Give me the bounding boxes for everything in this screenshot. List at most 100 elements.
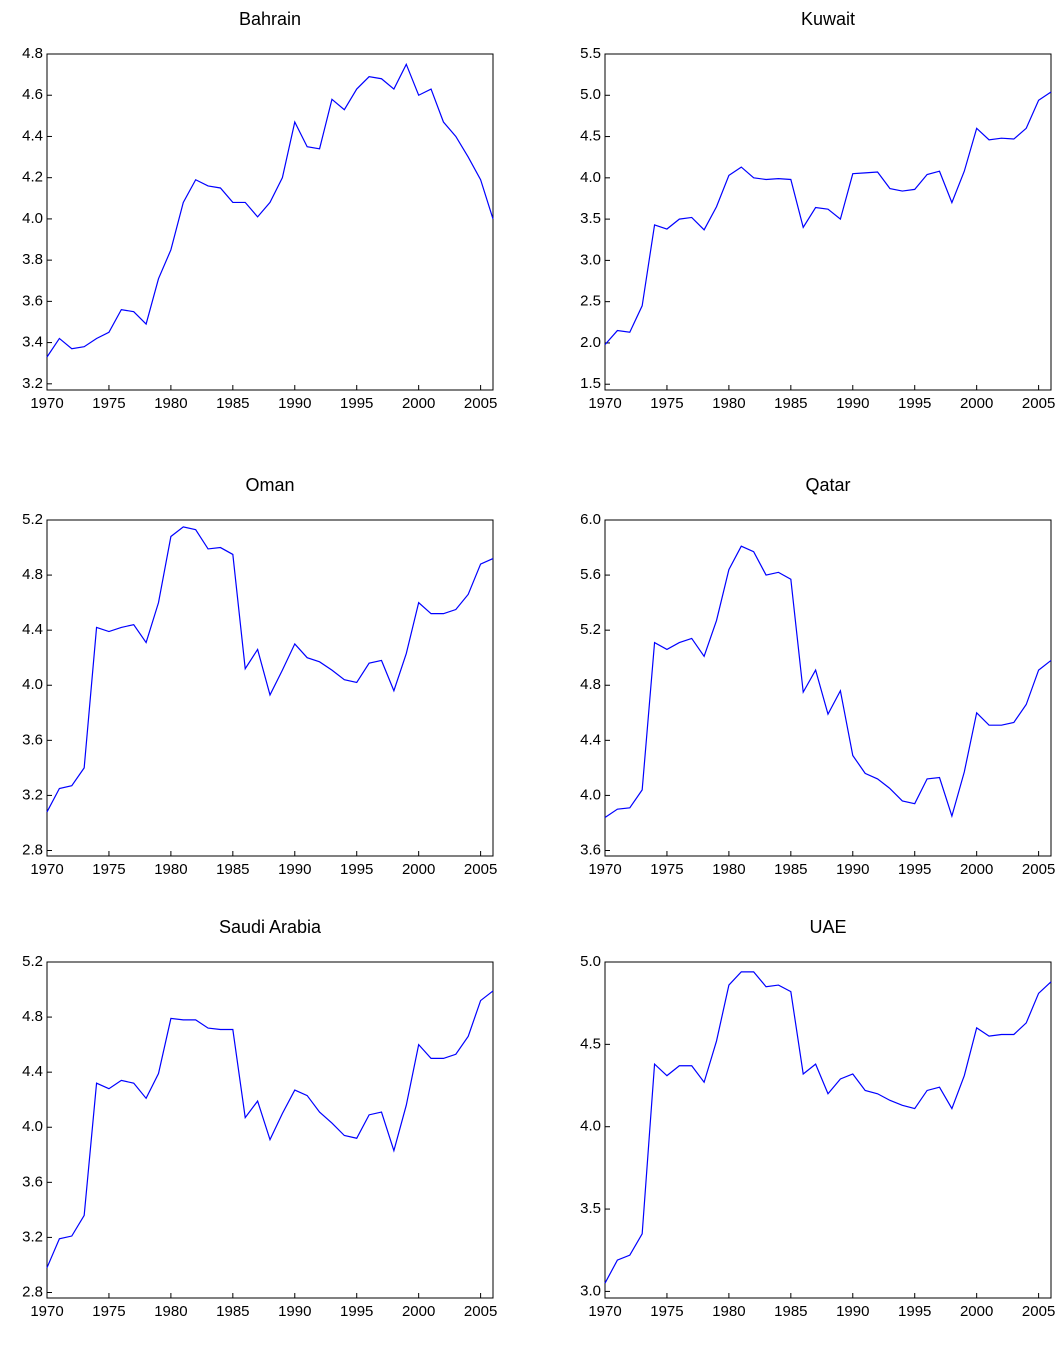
y-tick-label: 4.5	[580, 128, 601, 145]
data-line	[46, 62, 494, 358]
x-tick-label: 1990	[278, 1303, 311, 1320]
x-tick-label: 2005	[1022, 1303, 1055, 1320]
x-tick-label: 1975	[92, 1303, 125, 1320]
x-tick-label: 1975	[92, 395, 125, 412]
x-tick-label: 1970	[30, 1303, 63, 1320]
y-tick-label: 4.0	[580, 1118, 601, 1135]
plot-frame	[604, 961, 1052, 1299]
x-tick-label: 1995	[340, 861, 373, 878]
y-tick-label: 1.5	[580, 375, 601, 392]
data-line	[46, 526, 494, 813]
x-tick-label: 1980	[154, 861, 187, 878]
y-tick-label: 4.8	[580, 676, 601, 693]
chart-title: Oman	[245, 475, 294, 495]
plot-frame	[46, 53, 494, 391]
y-tick-label: 4.0	[22, 210, 43, 227]
x-tick-label: 2000	[960, 1303, 993, 1320]
x-tick-label: 1970	[588, 1303, 621, 1320]
x-tick-label: 1980	[154, 395, 187, 412]
x-tick-label: 2005	[464, 1303, 497, 1320]
data-line	[46, 990, 494, 1268]
y-tick-label: 4.8	[22, 45, 43, 62]
chart-title: Kuwait	[801, 9, 855, 29]
y-tick-label: 3.5	[580, 1200, 601, 1217]
x-tick-label: 1985	[216, 861, 249, 878]
x-tick-label: 1985	[774, 1303, 807, 1320]
chart-title: Bahrain	[239, 9, 301, 29]
x-tick-label: 1995	[898, 1303, 931, 1320]
y-tick-label: 6.0	[580, 511, 601, 528]
x-tick-label: 1995	[898, 861, 931, 878]
plot-frame	[604, 519, 1052, 857]
plot-frame	[46, 961, 494, 1299]
y-tick-label: 4.5	[580, 1035, 601, 1052]
x-tick-label: 1970	[30, 395, 63, 412]
y-tick-label: 2.8	[22, 841, 43, 858]
chart-title: Qatar	[805, 475, 850, 495]
y-tick-label: 4.4	[580, 731, 601, 748]
x-tick-label: 1985	[216, 395, 249, 412]
x-tick-label: 1990	[836, 1303, 869, 1320]
x-tick-label: 1985	[216, 1303, 249, 1320]
chart-title: UAE	[809, 917, 846, 937]
x-tick-label: 1980	[712, 1303, 745, 1320]
x-tick-label: 2000	[402, 861, 435, 878]
y-tick-label: 3.0	[580, 1282, 601, 1299]
y-tick-label: 4.8	[22, 1008, 43, 1025]
y-tick-label: 3.6	[22, 1173, 43, 1190]
y-tick-label: 3.8	[22, 251, 43, 268]
y-tick-label: 2.8	[22, 1283, 43, 1300]
x-tick-label: 2000	[402, 395, 435, 412]
y-tick-label: 4.4	[22, 1063, 43, 1080]
y-tick-label: 4.0	[580, 169, 601, 186]
y-tick-label: 3.6	[22, 292, 43, 309]
x-tick-label: 1990	[836, 395, 869, 412]
y-tick-label: 2.5	[580, 293, 601, 310]
x-tick-label: 1975	[650, 861, 683, 878]
y-tick-label: 4.6	[22, 86, 43, 103]
y-tick-label: 5.5	[580, 45, 601, 62]
y-tick-label: 3.6	[22, 731, 43, 748]
y-tick-label: 5.0	[580, 953, 601, 970]
x-tick-label: 2005	[464, 395, 497, 412]
x-tick-label: 2005	[1022, 395, 1055, 412]
chart-title: Saudi Arabia	[219, 917, 322, 937]
x-tick-label: 2005	[464, 861, 497, 878]
x-tick-label: 1985	[774, 395, 807, 412]
y-tick-label: 3.4	[22, 334, 43, 351]
data-line	[604, 91, 1052, 345]
data-line	[604, 545, 1052, 819]
y-tick-label: 2.0	[580, 334, 601, 351]
y-tick-label: 3.2	[22, 786, 43, 803]
x-tick-label: 1980	[712, 395, 745, 412]
x-tick-label: 2000	[402, 1303, 435, 1320]
x-tick-label: 1970	[588, 861, 621, 878]
y-tick-label: 5.2	[22, 511, 43, 528]
x-tick-label: 1980	[712, 861, 745, 878]
y-tick-label: 4.2	[22, 169, 43, 186]
x-tick-label: 1995	[340, 1303, 373, 1320]
x-tick-label: 1980	[154, 1303, 187, 1320]
y-tick-label: 3.5	[580, 210, 601, 227]
x-tick-label: 1990	[278, 861, 311, 878]
y-tick-label: 4.4	[22, 621, 43, 638]
x-tick-label: 2000	[960, 395, 993, 412]
y-tick-label: 5.2	[22, 953, 43, 970]
x-tick-label: 1975	[650, 395, 683, 412]
x-tick-label: 1970	[588, 395, 621, 412]
x-tick-label: 1970	[30, 861, 63, 878]
x-tick-label: 2005	[1022, 861, 1055, 878]
y-tick-label: 5.6	[580, 566, 601, 583]
x-tick-label: 2000	[960, 861, 993, 878]
x-tick-label: 1990	[278, 395, 311, 412]
y-tick-label: 4.0	[22, 676, 43, 693]
y-tick-label: 3.2	[22, 375, 43, 392]
x-tick-label: 1995	[340, 395, 373, 412]
x-tick-label: 1975	[92, 861, 125, 878]
x-tick-label: 1990	[836, 861, 869, 878]
plot-frame	[604, 53, 1052, 391]
y-tick-label: 4.4	[22, 127, 43, 144]
y-tick-label: 3.6	[580, 841, 601, 858]
y-tick-label: 3.2	[22, 1228, 43, 1245]
